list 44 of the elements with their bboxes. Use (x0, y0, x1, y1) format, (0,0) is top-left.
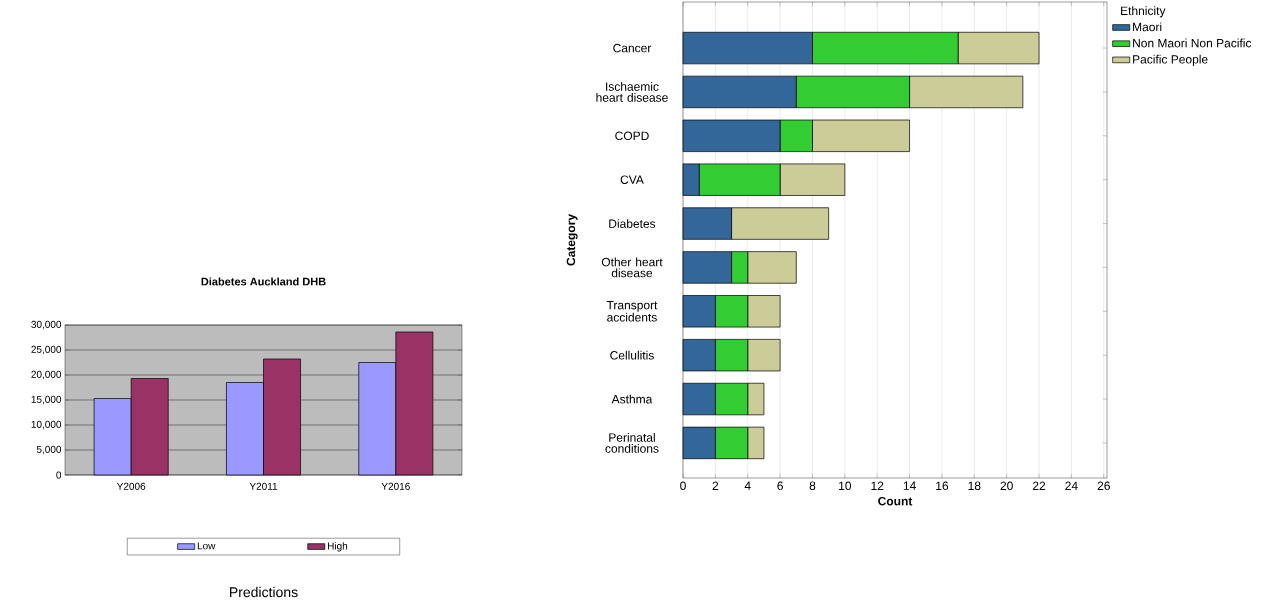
y-tick-label: Cancer (613, 43, 652, 53)
x-tick-label: 10 (839, 481, 852, 491)
y-tick-label: Other heart disease (601, 257, 663, 278)
x-tick-label: Y2011 (249, 482, 278, 490)
x-tick-label: 24 (1065, 481, 1078, 490)
x-tick-label: Y2016 (381, 482, 410, 490)
x-tick-label: 6 (777, 481, 783, 491)
y-tick-label: Cellulitis (610, 350, 654, 360)
legend-title: Ethnicity (1121, 6, 1166, 18)
x-tick-label: 0 (680, 481, 686, 491)
x-tick-label: 16 (936, 481, 949, 491)
x-tick-label: 8 (809, 481, 816, 491)
y-axis-title: Category (566, 214, 578, 266)
x-tick-label: 4 (744, 481, 751, 490)
y-tick-label: Diabetes (609, 219, 656, 228)
chart-title: Diabetes Auckland DHB (201, 277, 326, 286)
x-tick-label: 26 (1097, 481, 1110, 491)
x-tick-label: Y2006 (116, 482, 146, 490)
legend-label: Low (197, 542, 216, 550)
x-tick-label: 22 (1032, 481, 1046, 490)
x-tick-label: 20 (1000, 481, 1013, 491)
legend-label: High (327, 542, 348, 552)
legend-label: Maori (1133, 22, 1162, 32)
y-tick-label: 25,000 (31, 345, 62, 355)
x-tick-label: 14 (903, 481, 916, 490)
x-tick-label: 2 (712, 481, 719, 490)
y-tick-label: Ischaemic heart disease (596, 82, 668, 102)
y-tick-label: CVA (620, 175, 644, 184)
y-tick-label: 5,000 (36, 445, 62, 455)
text: Predictions (230, 586, 298, 598)
y-tick-label: Asthma (611, 394, 653, 404)
y-tick-label: 20,000 (31, 370, 62, 380)
y-tick-label: 10,000 (31, 420, 62, 430)
x-axis-title: Count (878, 496, 913, 506)
y-tick-label: Transport accidents (606, 301, 658, 322)
x-tick-label: 12 (871, 481, 884, 490)
legend-label: Pacific People (1133, 54, 1208, 66)
y-tick-label: 30,000 (31, 320, 62, 330)
legend-label: Non Maori Non Pacific (1133, 38, 1252, 48)
y-tick-label: Perinatal conditions (605, 433, 659, 453)
y-tick-label: 0 (56, 471, 62, 479)
x-tick-label: 18 (968, 481, 981, 491)
y-tick-label: COPD (615, 131, 649, 141)
y-tick-label: 15,000 (31, 395, 62, 405)
